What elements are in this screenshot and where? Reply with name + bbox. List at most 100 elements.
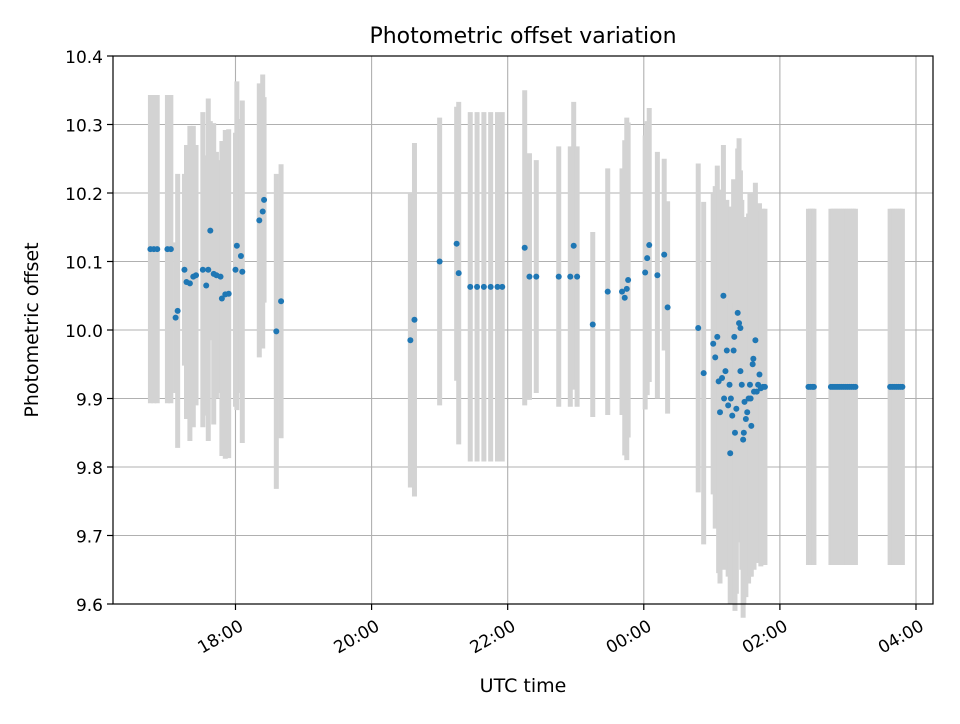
- data-point: [467, 283, 474, 290]
- data-point: [727, 450, 734, 457]
- data-point: [232, 266, 239, 273]
- data-point: [174, 307, 181, 314]
- data-point: [570, 242, 577, 249]
- data-point: [567, 273, 574, 280]
- data-point: [172, 314, 179, 321]
- data-point: [719, 374, 726, 381]
- y-axis-label: Photometric offset: [21, 242, 43, 417]
- data-point: [737, 368, 744, 375]
- data-point: [746, 381, 753, 388]
- y-tick-label: 10.1: [65, 254, 103, 274]
- y-tick-label: 9.9: [76, 391, 103, 411]
- data-point: [474, 283, 481, 290]
- data-point: [761, 383, 768, 390]
- data-point: [533, 273, 540, 280]
- data-point: [750, 355, 757, 362]
- data-point: [738, 381, 745, 388]
- data-point: [453, 240, 460, 247]
- y-tick-label: 10.0: [65, 322, 103, 342]
- y-tick-label: 9.8: [76, 459, 103, 479]
- data-point: [604, 288, 611, 295]
- data-point: [646, 242, 653, 249]
- y-tick-label: 10.4: [65, 48, 103, 68]
- data-point: [574, 273, 581, 280]
- data-point: [725, 402, 732, 409]
- data-point: [273, 328, 280, 335]
- x-axis-label: UTC time: [480, 675, 567, 697]
- data-point: [734, 309, 741, 316]
- data-point: [753, 388, 760, 395]
- data-point: [207, 227, 214, 234]
- data-point: [736, 320, 743, 327]
- data-point: [261, 196, 268, 203]
- chart-title: Photometric offset variation: [369, 24, 676, 49]
- data-point: [712, 354, 719, 361]
- data-point: [714, 333, 721, 340]
- data-point: [740, 429, 747, 436]
- data-point: [555, 273, 562, 280]
- data-point: [199, 266, 206, 273]
- data-point: [167, 246, 174, 253]
- data-point: [744, 409, 751, 416]
- data-point: [721, 395, 728, 402]
- y-tick-label: 10.2: [65, 185, 103, 205]
- data-point: [203, 282, 210, 289]
- data-point: [733, 405, 740, 412]
- data-point: [748, 422, 755, 429]
- y-tick-label: 9.7: [76, 528, 103, 548]
- data-point: [730, 347, 737, 354]
- data-point: [644, 255, 651, 262]
- data-point: [723, 347, 730, 354]
- data-point: [623, 285, 630, 292]
- data-point: [752, 337, 759, 344]
- data-point: [239, 268, 246, 275]
- y-axis-ticks: 9.6 9.7 9.8 9.9 10.0 10.1 10.2 10.3 10.4: [65, 48, 113, 616]
- data-point: [749, 361, 756, 368]
- data-point: [487, 283, 494, 290]
- data-point: [233, 242, 240, 249]
- data-point: [521, 244, 528, 251]
- data-point: [664, 304, 671, 311]
- data-point: [218, 295, 225, 302]
- data-point: [499, 283, 506, 290]
- data-point: [700, 370, 707, 377]
- data-point: [731, 333, 738, 340]
- data-point: [411, 316, 418, 323]
- y-tick-label: 9.6: [76, 596, 103, 616]
- data-point: [654, 272, 661, 279]
- data-point: [722, 368, 729, 375]
- data-point: [710, 340, 717, 347]
- data-point: [720, 292, 727, 299]
- data-point: [747, 395, 754, 402]
- data-point: [642, 269, 649, 276]
- data-point: [154, 246, 161, 253]
- data-point: [436, 258, 443, 265]
- data-point: [740, 436, 747, 443]
- y-tick-label: 10.3: [65, 117, 103, 137]
- data-point: [278, 298, 285, 305]
- data-point: [186, 280, 193, 287]
- data-point: [526, 273, 533, 280]
- data-point: [717, 409, 724, 416]
- data-point: [727, 395, 734, 402]
- data-point: [256, 217, 263, 224]
- data-point: [742, 416, 749, 423]
- data-point: [494, 283, 501, 290]
- data-point: [661, 251, 668, 258]
- data-point: [731, 429, 738, 436]
- data-point: [193, 272, 200, 279]
- data-point: [729, 412, 736, 419]
- data-point: [737, 324, 744, 331]
- data-point: [225, 290, 232, 297]
- data-point: [237, 253, 244, 260]
- data-point: [695, 324, 702, 331]
- data-point: [407, 337, 414, 344]
- data-point: [181, 266, 188, 273]
- data-point: [589, 321, 596, 328]
- data-point: [259, 208, 266, 215]
- data-point: [810, 383, 817, 390]
- data-point: [480, 283, 487, 290]
- data-point: [619, 288, 626, 295]
